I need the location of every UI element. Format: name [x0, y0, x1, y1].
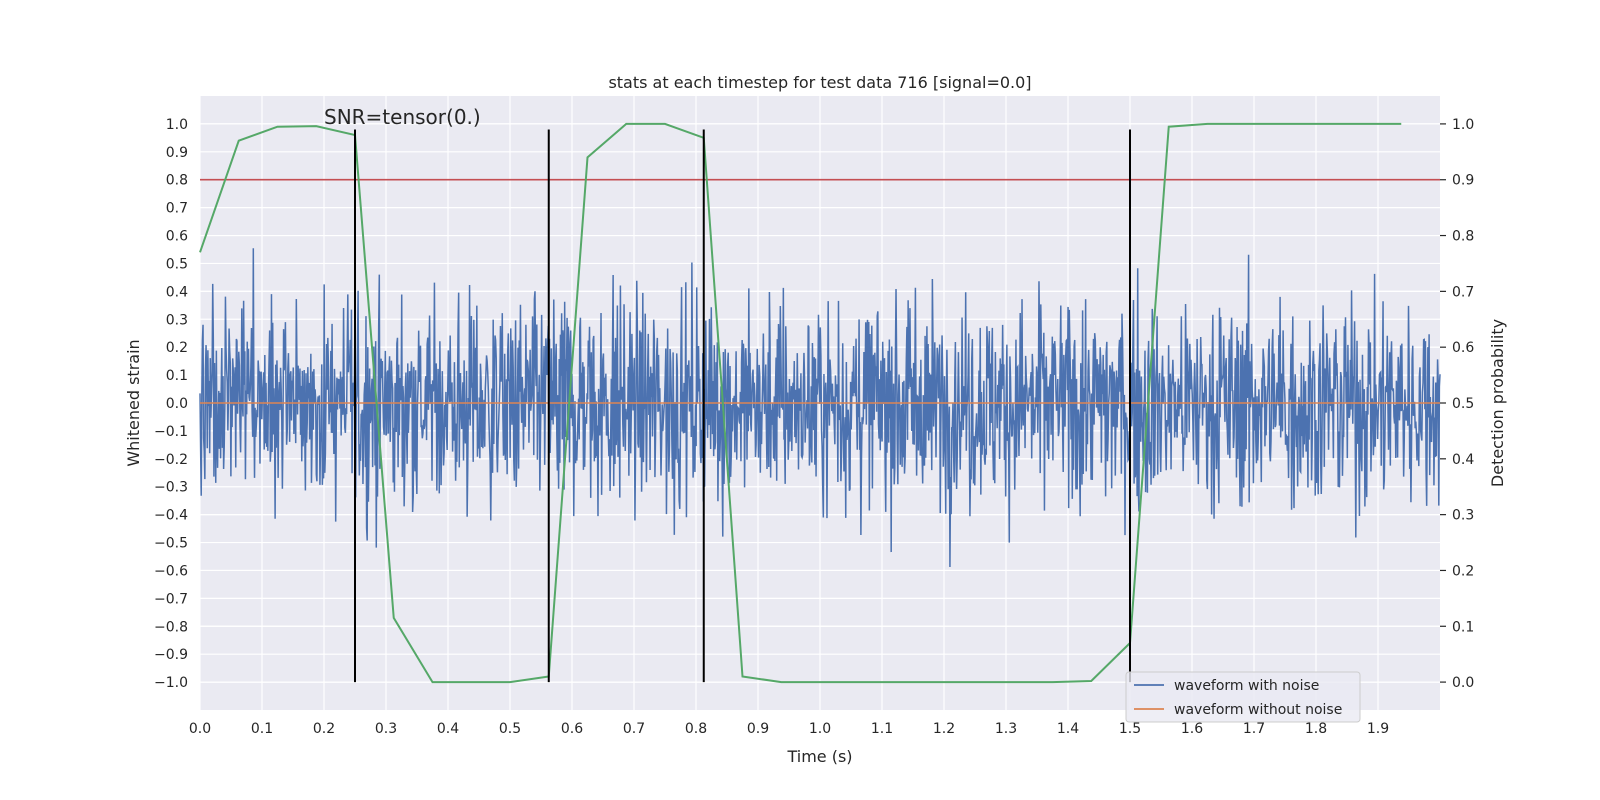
y-right-tick-label: 0.4 — [1452, 452, 1474, 468]
y-tick-label: 0.8 — [166, 173, 188, 189]
y-tick-label: 0.1 — [166, 368, 188, 384]
y-right-tick-label: 0.3 — [1452, 508, 1474, 524]
series-layer — [199, 122, 1441, 684]
y-tick-label: −0.8 — [154, 619, 188, 635]
x-tick-label: 1.3 — [995, 721, 1017, 737]
y-tick-label: −1.0 — [154, 675, 188, 691]
x-tick-label: 0.0 — [189, 721, 211, 737]
x-tick-label: 0.1 — [251, 721, 273, 737]
legend-box — [1125, 671, 1361, 723]
x-tick-label: 1.6 — [1181, 721, 1203, 737]
y-tick-label: 0.3 — [166, 312, 188, 328]
y-right-tick-label: 0.6 — [1452, 340, 1474, 356]
y-tick-label: 1.0 — [166, 117, 188, 133]
x-tick-label: 0.3 — [375, 721, 397, 737]
x-tick-label: 1.2 — [933, 721, 955, 737]
axes-layer: 0.0 0.1 0.2 0.3 0.4 0.5 0.6 0.7 0.8 0.9 1.0 1.1 1.2 1… — [154, 117, 1474, 737]
y-axis-title: Whitened strain — [124, 339, 143, 466]
y-right-tick-label: 0.7 — [1452, 284, 1474, 300]
y-tick-label: 0.4 — [166, 284, 188, 300]
x-tick-label: 0.9 — [747, 721, 769, 737]
y-tick-label: 0.2 — [166, 340, 188, 356]
y-tick-label: 0.6 — [166, 229, 188, 245]
y-tick-label: −0.6 — [154, 563, 188, 579]
y-tick-label: −0.4 — [154, 508, 188, 524]
y-tick-label: 0.7 — [166, 201, 188, 217]
legend-label-clean: waveform without noise — [1174, 702, 1342, 718]
x-tick-label: 0.7 — [623, 721, 645, 737]
y-tick-label: −0.7 — [154, 591, 188, 607]
y-right-tick-label: 0.1 — [1452, 619, 1474, 635]
x-tick-label: 1.4 — [1057, 721, 1079, 737]
y-right-tick-label: 1.0 — [1452, 117, 1474, 133]
x-tick-label: 1.7 — [1243, 721, 1265, 737]
y-right-tick-label: 0.9 — [1452, 173, 1474, 189]
x-tick-label: 1.8 — [1305, 721, 1327, 737]
x-tick-label: 1.5 — [1119, 721, 1141, 737]
y-tick-label: −0.2 — [154, 452, 188, 468]
x-tick-label: 1.0 — [809, 721, 831, 737]
y-tick-label: −0.1 — [154, 424, 188, 440]
snr-annotation: SNR=tensor(0.) — [324, 105, 481, 129]
x-axis-title: Time (s) — [786, 747, 852, 766]
x-tick-label: 0.4 — [437, 721, 459, 737]
y-tick-label: 0.9 — [166, 145, 188, 161]
y-tick-label: −0.5 — [154, 536, 188, 552]
series-detection-probability — [199, 122, 1402, 684]
y-tick-label: −0.9 — [154, 647, 188, 663]
y-tick-label: 0.0 — [166, 396, 188, 412]
y-right-tick-label: 0.0 — [1452, 675, 1474, 691]
series-waveform-with-noise — [199, 248, 1441, 567]
x-tick-label: 0.2 — [313, 721, 335, 737]
y-tick-label: 0.5 — [166, 256, 188, 272]
y-right-tick-label: 0.8 — [1452, 229, 1474, 245]
y-tick-label: −0.3 — [154, 480, 188, 496]
y-axis-right-title: Detection probability — [1488, 319, 1507, 487]
x-tick-label: 0.5 — [499, 721, 521, 737]
x-tick-label: 1.9 — [1367, 721, 1389, 737]
y-right-tick-label: 0.5 — [1452, 396, 1474, 412]
x-tick-label: 0.8 — [685, 721, 707, 737]
chart-title: stats at each timestep for test data 716… — [608, 73, 1031, 92]
x-tick-label: 1.1 — [871, 721, 893, 737]
x-tick-label: 0.6 — [561, 721, 583, 737]
legend-label-noise: waveform with noise — [1174, 678, 1319, 694]
legend: waveform with noise waveform without noi… — [1125, 671, 1361, 723]
plot-area — [199, 122, 1441, 684]
y-right-tick-label: 0.2 — [1452, 563, 1474, 579]
